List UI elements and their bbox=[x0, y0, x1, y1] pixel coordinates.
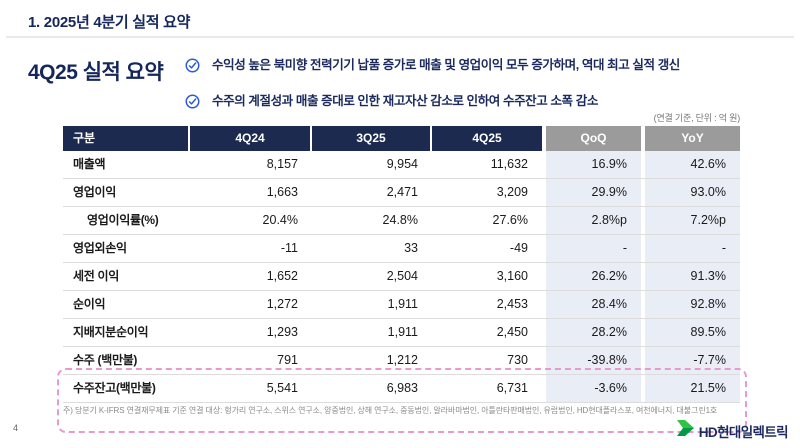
row-label: 지배지분순이익 bbox=[63, 319, 190, 346]
cell-4q25: 11,632 bbox=[432, 151, 542, 178]
row-label: 수주 (백만불) bbox=[63, 347, 190, 374]
header-spacer bbox=[641, 126, 645, 151]
cell-3q25: 9,954 bbox=[312, 151, 432, 178]
check-circle-icon bbox=[185, 94, 200, 114]
table-unit-note: (연결 기준, 단위 : 억 원) bbox=[653, 113, 741, 123]
cell-qoq: -39.8% bbox=[546, 347, 641, 374]
cell-4q24: 20.4% bbox=[190, 207, 312, 234]
company-logo-text: HD현대일렉트릭 bbox=[698, 424, 789, 440]
cell-4q25: 2,453 bbox=[432, 291, 542, 318]
page-number: 4 bbox=[13, 423, 19, 433]
cell-qoq: 2.8%p bbox=[546, 207, 641, 234]
cell-4q24: 791 bbox=[190, 347, 312, 374]
table-row-revenue: 매출액 8,157 9,954 11,632 16.9% 42.6% bbox=[63, 151, 740, 179]
cell-3q25: 33 bbox=[312, 235, 432, 262]
col-header-4q25: 4Q25 bbox=[432, 126, 542, 151]
cell-yoy: 42.6% bbox=[645, 151, 740, 178]
company-logo: HD현대일렉트릭 bbox=[676, 420, 789, 441]
cell-yoy: 21.5% bbox=[645, 375, 740, 402]
col-header-4q24: 4Q24 bbox=[190, 126, 312, 151]
title-divider bbox=[6, 36, 794, 38]
row-label: 세전 이익 bbox=[63, 263, 190, 290]
cell-qoq: -3.6% bbox=[546, 375, 641, 402]
bullet-item: 수익성 높은 북미향 전력기기 납품 증가로 매출 및 영업이익 모두 증가하며… bbox=[185, 57, 775, 78]
cell-3q25: 6,983 bbox=[312, 375, 432, 402]
cell-4q24: 1,272 bbox=[190, 291, 312, 318]
cell-4q24: 8,157 bbox=[190, 151, 312, 178]
cell-4q24: 1,663 bbox=[190, 179, 312, 206]
cell-4q24: 1,652 bbox=[190, 263, 312, 290]
table-row-operating-profit: 영업이익 1,663 2,471 3,209 29.9% 93.0% bbox=[63, 179, 740, 207]
row-label: 영업외손익 bbox=[63, 235, 190, 262]
cell-4q24: 5,541 bbox=[190, 375, 312, 402]
cell-3q25: 1,911 bbox=[312, 319, 432, 346]
table-row-controlling-net-profit: 지배지분순이익 1,293 1,911 2,450 28.2% 89.5% bbox=[63, 319, 740, 347]
cell-4q25: 2,450 bbox=[432, 319, 542, 346]
cell-3q25: 24.8% bbox=[312, 207, 432, 234]
cell-qoq: - bbox=[546, 235, 641, 262]
cell-4q24: -11 bbox=[190, 235, 312, 262]
cell-4q24: 1,293 bbox=[190, 319, 312, 346]
cell-4q25: 27.6% bbox=[432, 207, 542, 234]
table-row-orders: 수주 (백만불) 791 1,212 730 -39.8% -7.7% bbox=[63, 347, 740, 375]
cell-yoy: -7.7% bbox=[645, 347, 740, 374]
cell-3q25: 2,471 bbox=[312, 179, 432, 206]
cell-qoq: 28.2% bbox=[546, 319, 641, 346]
table-row-order-backlog: 수주잔고(백만불) 5,541 6,983 6,731 -3.6% 21.5% bbox=[63, 375, 740, 403]
cell-yoy: - bbox=[645, 235, 740, 262]
cell-qoq: 16.9% bbox=[546, 151, 641, 178]
page-title: 1. 2025년 4분기 실적 요약 bbox=[28, 14, 191, 31]
row-label: 순이익 bbox=[63, 291, 190, 318]
header-spacer bbox=[542, 126, 546, 151]
cell-yoy: 93.0% bbox=[645, 179, 740, 206]
cell-3q25: 2,504 bbox=[312, 263, 432, 290]
footnote: 주) 당분기 K-IFRS 연결재무제표 기준 연결 대상: 헝가리 연구소, … bbox=[63, 406, 718, 415]
cell-4q25: -49 bbox=[432, 235, 542, 262]
table-row-non-operating: 영업외손익 -11 33 -49 - - bbox=[63, 235, 740, 263]
cell-4q25: 3,160 bbox=[432, 263, 542, 290]
financial-table: 구분 4Q24 3Q25 4Q25 QoQ YoY 매출액 8,157 9,95… bbox=[57, 126, 747, 433]
hd-hyundai-arrow-icon bbox=[676, 420, 694, 441]
col-header-gubun: 구분 bbox=[63, 126, 190, 151]
bullet-item: 수주의 계절성과 매출 증대로 인한 재고자산 감소로 인하여 수주잔고 소폭 … bbox=[185, 93, 775, 114]
table-row-operating-margin: 영업이익률(%) 20.4% 24.8% 27.6% 2.8%p 7.2%p bbox=[63, 207, 740, 235]
table-row-net-profit: 순이익 1,272 1,911 2,453 28.4% 92.8% bbox=[63, 291, 740, 319]
table-header: 구분 4Q24 3Q25 4Q25 QoQ YoY bbox=[63, 126, 740, 151]
cell-4q25: 730 bbox=[432, 347, 542, 374]
cell-3q25: 1,911 bbox=[312, 291, 432, 318]
row-label: 매출액 bbox=[63, 151, 190, 178]
cell-qoq: 28.4% bbox=[546, 291, 641, 318]
bullet-text: 수주의 계절성과 매출 증대로 인한 재고자산 감소로 인하여 수주잔고 소폭 … bbox=[212, 94, 598, 108]
col-header-3q25: 3Q25 bbox=[312, 126, 432, 151]
cell-yoy: 92.8% bbox=[645, 291, 740, 318]
col-header-qoq: QoQ bbox=[546, 126, 641, 151]
table-body: 매출액 8,157 9,954 11,632 16.9% 42.6% 영업이익 … bbox=[57, 151, 747, 433]
section-heading: 4Q25 실적 요약 bbox=[28, 61, 164, 84]
check-circle-icon bbox=[185, 58, 200, 78]
cell-4q25: 3,209 bbox=[432, 179, 542, 206]
row-label: 영업이익 bbox=[63, 179, 190, 206]
cell-4q25: 6,731 bbox=[432, 375, 542, 402]
cell-yoy: 7.2%p bbox=[645, 207, 740, 234]
cell-yoy: 89.5% bbox=[645, 319, 740, 346]
cell-qoq: 26.2% bbox=[546, 263, 641, 290]
table-row-pretax-profit: 세전 이익 1,652 2,504 3,160 26.2% 91.3% bbox=[63, 263, 740, 291]
bullet-text: 수익성 높은 북미향 전력기기 납품 증가로 매출 및 영업이익 모두 증가하며… bbox=[212, 58, 680, 72]
cell-qoq: 29.9% bbox=[546, 179, 641, 206]
summary-bullets: 수익성 높은 북미향 전력기기 납품 증가로 매출 및 영업이익 모두 증가하며… bbox=[185, 57, 775, 129]
row-label: 영업이익률(%) bbox=[63, 207, 190, 234]
col-header-yoy: YoY bbox=[645, 126, 740, 151]
cell-yoy: 91.3% bbox=[645, 263, 740, 290]
cell-3q25: 1,212 bbox=[312, 347, 432, 374]
row-label: 수주잔고(백만불) bbox=[63, 375, 190, 402]
